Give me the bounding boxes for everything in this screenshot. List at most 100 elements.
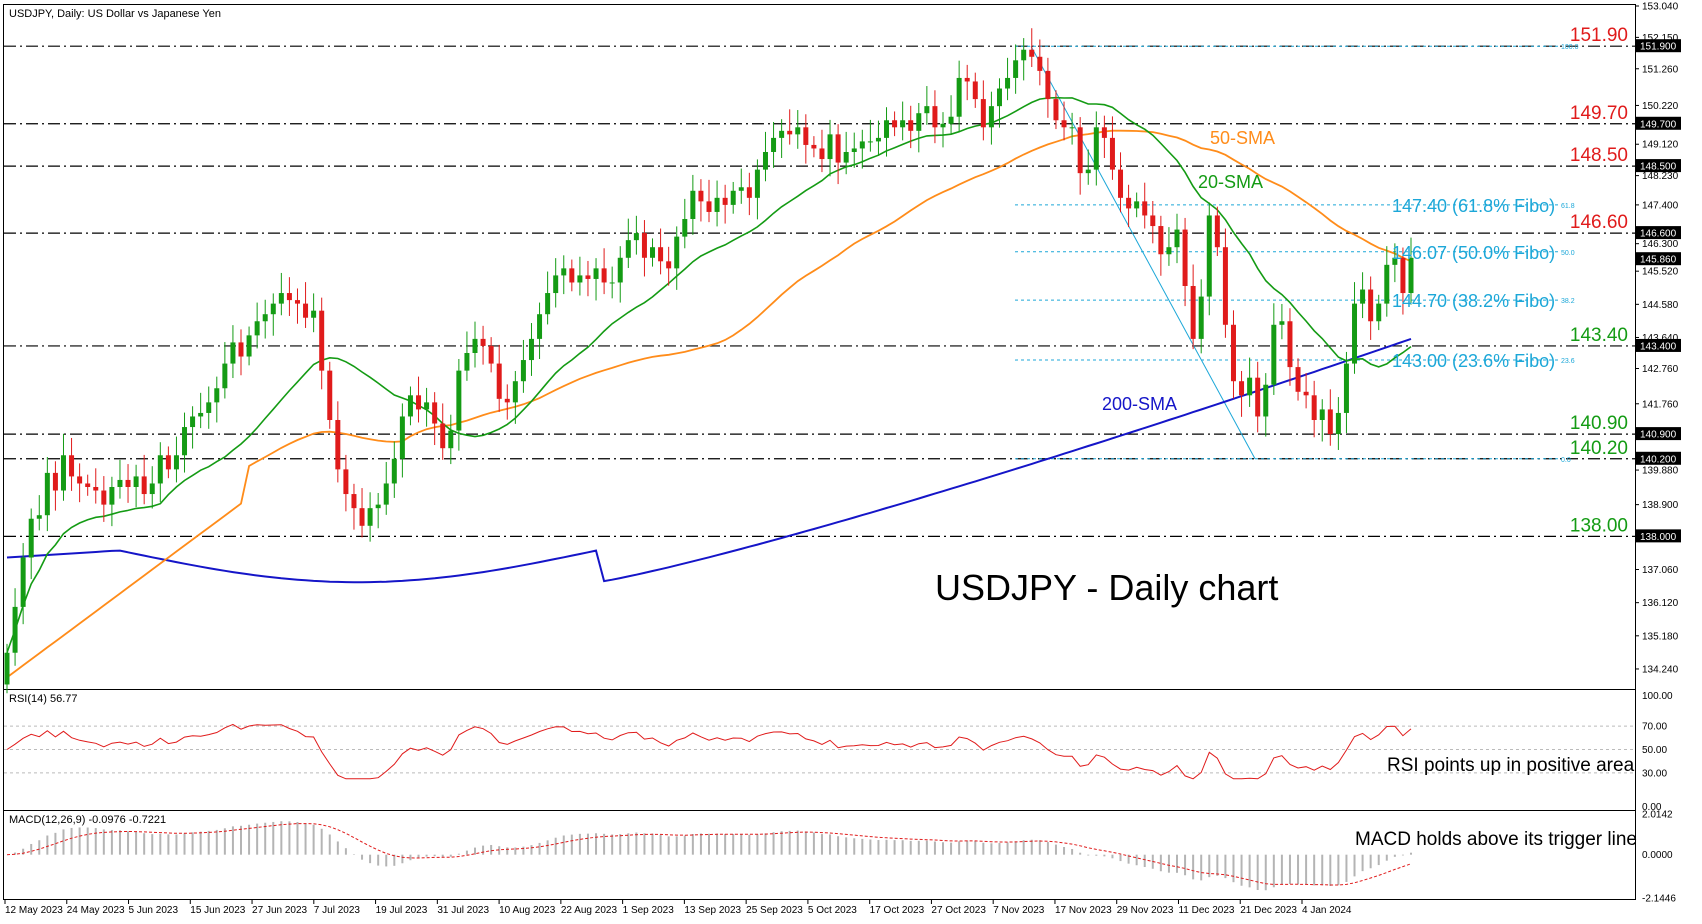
candle [1190, 264, 1196, 350]
candle [157, 442, 163, 503]
rsi-panel: 100.00 70.00 50.00 30.00 0.00 [4, 691, 1673, 813]
candle-body [214, 388, 220, 403]
candle-body [190, 416, 196, 428]
chart-title: USDJPY - Daily chart [935, 567, 1278, 608]
candle [1247, 357, 1253, 407]
candle-body [746, 187, 752, 198]
candle-body [407, 395, 413, 417]
current-price-tag: 145.860 [1636, 252, 1681, 266]
candle [294, 288, 300, 324]
candle-body [1166, 247, 1172, 255]
candle [1045, 57, 1051, 118]
candle [940, 112, 946, 148]
candle [1311, 380, 1317, 438]
candle [972, 72, 978, 108]
candle-body [85, 483, 91, 487]
price-axis-label: 141.760 [1642, 399, 1679, 410]
candle-body [892, 120, 898, 128]
candle-body [1400, 257, 1406, 294]
candle [819, 129, 825, 173]
candle-body [988, 106, 994, 128]
candle-body [908, 120, 914, 131]
candle [1352, 282, 1358, 374]
date-label: 27 Jun 2023 [252, 905, 307, 916]
candle [109, 476, 115, 527]
candle-body [262, 314, 268, 322]
candle-body [101, 490, 107, 505]
candle-body [601, 268, 607, 283]
candle [1408, 237, 1414, 305]
candle [1360, 272, 1366, 319]
price-axis-label: 149.120 [1642, 140, 1679, 151]
fibo-level-percent: 0.0 [1561, 457, 1571, 464]
price-axis-label: 151.260 [1642, 64, 1679, 75]
candle-body [948, 116, 954, 124]
date-label: 5 Oct 2023 [808, 905, 857, 916]
candle-body [1013, 60, 1019, 78]
date-label: 15 Jun 2023 [190, 905, 245, 916]
candle-body [1222, 247, 1228, 325]
candle [892, 111, 898, 137]
candle-body [1150, 215, 1156, 227]
candle-body [149, 483, 155, 495]
candle-body [1021, 49, 1027, 61]
level-price-tag-box [1636, 451, 1681, 465]
candle-body [472, 338, 478, 353]
level-price-tag: 138.000 [1636, 529, 1681, 543]
level-label: 148.50 [1570, 145, 1628, 166]
candle-body [60, 455, 66, 491]
candle-body [278, 293, 284, 304]
candle-body [432, 402, 438, 424]
candle [101, 476, 107, 522]
candle [714, 180, 720, 227]
candle [464, 331, 470, 381]
level-label: 143.40 [1570, 325, 1628, 346]
candle [528, 323, 534, 376]
level-price-tag-text: 138.000 [1640, 532, 1677, 543]
candle-body [1230, 324, 1236, 382]
candle-body [375, 504, 381, 509]
candle [327, 361, 333, 429]
candle-body [1093, 127, 1099, 170]
candle-body [512, 381, 518, 403]
candle [851, 132, 857, 168]
candle [754, 159, 760, 220]
candle [343, 454, 349, 512]
candle-body [980, 99, 986, 128]
sma20-line [6, 96, 1412, 653]
candle-body [1053, 99, 1059, 121]
candle-body [230, 342, 236, 364]
candle-body [36, 515, 42, 519]
candle [93, 468, 99, 504]
date-label: 27 Oct 2023 [931, 905, 986, 916]
candle [1206, 202, 1212, 316]
candle [12, 588, 18, 666]
candle-body [916, 113, 922, 131]
candle-body [650, 247, 656, 258]
candle-body [1190, 285, 1196, 339]
candle [1158, 215, 1164, 276]
candle [827, 119, 833, 177]
candle-body [1335, 412, 1341, 435]
candle-body [4, 652, 10, 685]
price-axis-label: 137.060 [1642, 565, 1679, 576]
candle [60, 433, 66, 501]
candle [367, 492, 373, 542]
candle [762, 131, 768, 182]
level-label: 151.90 [1570, 25, 1628, 46]
fibo-label: 143.00 (23.6% Fibo) [1392, 351, 1555, 371]
candle [117, 459, 123, 499]
candle [383, 461, 389, 515]
candle [407, 386, 413, 426]
candle [36, 495, 42, 531]
price-axis-label: 152.150 [1642, 33, 1679, 44]
date-label: 13 Sep 2023 [684, 905, 741, 916]
candle-body [93, 486, 99, 491]
candle-body [762, 151, 768, 170]
candle [682, 198, 688, 249]
candle [1214, 206, 1220, 257]
level-price-tag: 140.900 [1636, 427, 1681, 441]
date-label: 1 Sep 2023 [623, 905, 675, 916]
candle [254, 302, 260, 349]
candle-body [1045, 70, 1051, 100]
